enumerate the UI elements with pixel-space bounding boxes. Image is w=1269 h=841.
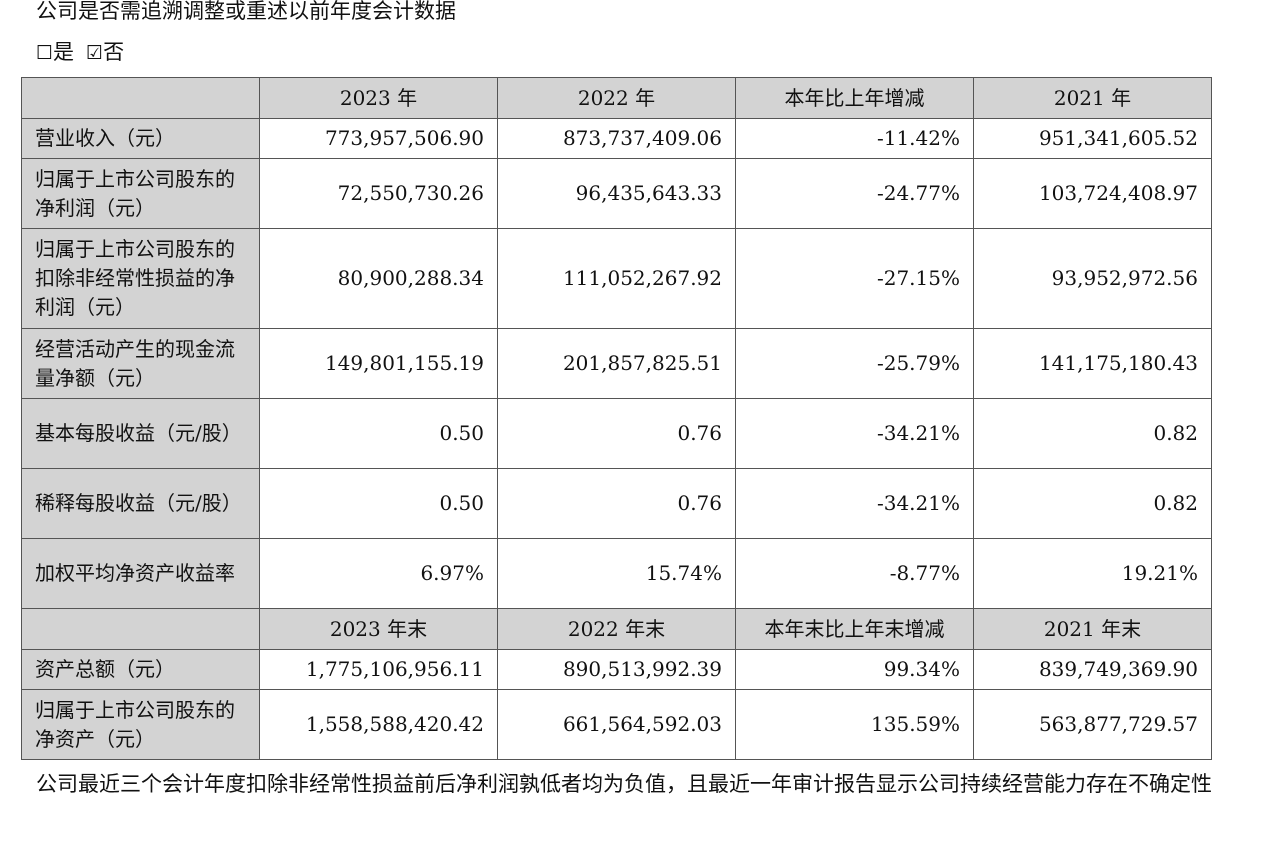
header-cell: 本年末比上年末增减 (735, 608, 974, 650)
row-label: 营业收入（元） (21, 118, 260, 159)
row-label: 加权平均净资产收益率 (21, 538, 260, 609)
value-cell: 951,341,605.52 (973, 118, 1212, 159)
value-cell: 0.50 (259, 468, 498, 539)
value-cell: 80,900,288.34 (259, 228, 498, 329)
value-cell: 1,775,106,956.11 (259, 649, 498, 690)
row-label: 基本每股收益（元/股） (21, 398, 260, 469)
value-cell: 103,724,408.97 (973, 158, 1212, 229)
corner-cell (21, 77, 260, 119)
value-cell: 0.82 (973, 468, 1212, 539)
table-row: 营业收入（元） 773,957,506.90 873,737,409.06 -1… (21, 118, 1212, 159)
value-cell: 0.82 (973, 398, 1212, 469)
table-row: 归属于上市公司股东的扣除非经常性损益的净利润（元） 80,900,288.34 … (21, 228, 1212, 329)
value-cell: 19.21% (973, 538, 1212, 609)
row-label: 经营活动产生的现金流量净额（元） (21, 328, 260, 399)
value-cell: 0.76 (497, 468, 736, 539)
disclosure-question: 公司是否需追溯调整或重述以前年度会计数据 (36, 0, 456, 23)
table-row: 基本每股收益（元/股） 0.50 0.76 -34.21% 0.82 (21, 398, 1212, 469)
value-cell: 201,857,825.51 (497, 328, 736, 399)
row-label: 归属于上市公司股东的净资产（元） (21, 689, 260, 760)
value-cell: 0.76 (497, 398, 736, 469)
financial-data-table: 2023 年 2022 年 本年比上年增减 2021 年 营业收入（元） 773… (21, 77, 1212, 760)
header-cell: 本年比上年增减 (735, 77, 974, 119)
row-label: 稀释每股收益（元/股） (21, 468, 260, 539)
header-cell: 2023 年 (259, 77, 498, 119)
no-checkbox[interactable]: ☑ (86, 42, 104, 64)
value-cell: 1,558,588,420.42 (259, 689, 498, 760)
table-row: 稀释每股收益（元/股） 0.50 0.76 -34.21% 0.82 (21, 468, 1212, 539)
value-cell: 773,957,506.90 (259, 118, 498, 159)
header-cell: 2022 年 (497, 77, 736, 119)
value-cell: -25.79% (735, 328, 974, 399)
value-cell: 111,052,267.92 (497, 228, 736, 329)
header-cell: 2021 年 (973, 77, 1212, 119)
yearend-header-row: 2023 年末 2022 年末 本年末比上年末增减 2021 年末 (21, 608, 1212, 650)
table-row: 归属于上市公司股东的净利润（元） 72,550,730.26 96,435,64… (21, 158, 1212, 229)
going-concern-note: 公司最近三个会计年度扣除非经常性损益前后净利润孰低者均为负值，且最近一年审计报告… (36, 772, 1212, 796)
value-cell: 890,513,992.39 (497, 649, 736, 690)
value-cell: 839,749,369.90 (973, 649, 1212, 690)
annual-header-row: 2023 年 2022 年 本年比上年增减 2021 年 (21, 77, 1212, 119)
value-cell: 0.50 (259, 398, 498, 469)
value-cell: 99.34% (735, 649, 974, 690)
value-cell: 72,550,730.26 (259, 158, 498, 229)
row-label: 资产总额（元） (21, 649, 260, 690)
value-cell: -11.42% (735, 118, 974, 159)
table-row: 资产总额（元） 1,775,106,956.11 890,513,992.39 … (21, 649, 1212, 690)
value-cell: -34.21% (735, 398, 974, 469)
yes-checkbox[interactable]: ☐ (36, 42, 54, 64)
value-cell: -8.77% (735, 538, 974, 609)
value-cell: 873,737,409.06 (497, 118, 736, 159)
value-cell: -27.15% (735, 228, 974, 329)
row-label: 归属于上市公司股东的扣除非经常性损益的净利润（元） (21, 228, 260, 329)
table-row: 加权平均净资产收益率 6.97% 15.74% -8.77% 19.21% (21, 538, 1212, 609)
value-cell: -34.21% (735, 468, 974, 539)
table-row: 经营活动产生的现金流量净额（元） 149,801,155.19 201,857,… (21, 328, 1212, 399)
no-label: 否 (103, 40, 125, 64)
value-cell: 96,435,643.33 (497, 158, 736, 229)
header-cell: 2022 年末 (497, 608, 736, 650)
yes-no-options: ☐是 ☑否 (36, 38, 124, 67)
value-cell: 135.59% (735, 689, 974, 760)
corner-cell (21, 608, 260, 650)
value-cell: 141,175,180.43 (973, 328, 1212, 399)
table-row: 归属于上市公司股东的净资产（元） 1,558,588,420.42 661,56… (21, 689, 1212, 760)
header-cell: 2023 年末 (259, 608, 498, 650)
value-cell: 6.97% (259, 538, 498, 609)
value-cell: 149,801,155.19 (259, 328, 498, 399)
yes-label: 是 (53, 40, 75, 64)
value-cell: 661,564,592.03 (497, 689, 736, 760)
value-cell: -24.77% (735, 158, 974, 229)
value-cell: 15.74% (497, 538, 736, 609)
header-cell: 2021 年末 (973, 608, 1212, 650)
value-cell: 563,877,729.57 (973, 689, 1212, 760)
row-label: 归属于上市公司股东的净利润（元） (21, 158, 260, 229)
value-cell: 93,952,972.56 (973, 228, 1212, 329)
